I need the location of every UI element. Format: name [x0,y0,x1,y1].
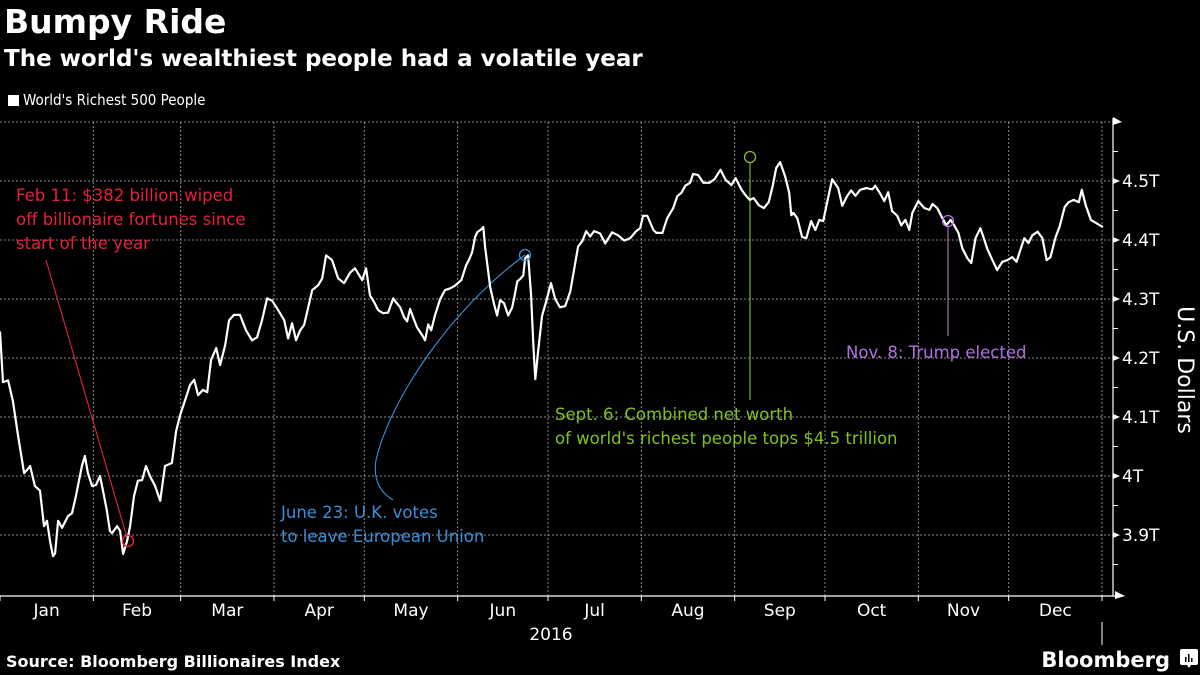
chart-subtitle: The world's wealthiest people had a vola… [4,46,643,72]
y-tick [1113,237,1120,243]
legend: World's Richest 500 People [8,91,205,109]
y-tick-label: 4T [1122,467,1144,487]
y-tick-label: 4.2T [1122,349,1160,369]
sept-annotation-text: of world's richest people tops $4.5 tril… [555,429,898,448]
y-tick-label: 4.4T [1122,231,1160,251]
x-tick-label: Jul [583,601,605,621]
y-tick-label: 4.1T [1122,408,1160,428]
x-tick-label: Apr [304,601,333,621]
x-tick-label: Oct [857,601,887,621]
feb-annotation-text: off billionaire fortunes since [16,210,246,229]
legend-label: World's Richest 500 People [23,91,206,109]
x-tick-label: Mar [211,601,243,621]
y-axis-arrow [1113,117,1122,125]
y-tick [1113,178,1120,184]
gridlines [0,121,1113,596]
june-annotation-leader [374,254,526,501]
x-axis-year-label: 2016 [529,625,572,645]
x-axis-arrow [1115,591,1125,599]
x-tick-label: Feb [122,601,152,621]
x-tick-label: Nov [947,601,980,621]
y-tick-label: 3.9T [1122,526,1160,546]
y-tick [1113,296,1120,302]
june-annotation-marker [518,248,532,262]
y-axis-title: U.S. Dollars [1172,306,1197,434]
x-tick-label: Aug [671,601,704,621]
june-annotation-text: to leave European Union [281,527,484,546]
y-tick-label: 4.3T [1122,290,1160,310]
brand-logo: Bloomberg [1041,648,1170,672]
x-tick-label: Dec [1039,601,1072,621]
y-tick [1113,473,1120,479]
x-tick-label: Jun [489,601,517,621]
x-tick-label: May [393,601,428,621]
nov-annotation-marker [941,214,955,228]
y-tick [1113,532,1120,538]
chart-title: Bumpy Ride [4,2,227,41]
y-tick-label: 4.5T [1122,172,1160,192]
sept-annotation-marker [743,150,757,164]
feb-annotation-text: Feb 11: $382 billion wiped [16,186,233,205]
bloomberg-terminal-icon [1180,649,1198,668]
series-line-richest-500 [0,161,1104,558]
source-note: Source: Bloomberg Billionaires Index [6,652,341,671]
june-annotation-text: June 23: U.K. votes [280,503,438,522]
nov-annotation-text: Nov. 8: Trump elected [846,343,1026,362]
feb-annotation-marker [121,534,135,548]
legend-swatch [8,94,19,106]
sept-annotation-text: Sept. 6: Combined net worth [555,405,793,424]
x-tick-label: Jan [33,601,60,621]
x-tick-label: Sep [764,601,796,621]
x-axis: Jan Feb Mar Apr May Jun Jul Aug Sep Oct Nov Dec [0,591,1125,621]
y-axis: 3.9T 4T 4.1T 4.2T 4.3T 4.4T 4.5T [1112,117,1160,596]
y-tick [1113,414,1120,420]
feb-annotation-leader [45,259,129,542]
feb-annotation-text: start of the year [16,234,150,253]
annotation-markers [121,150,955,548]
y-tick [1113,355,1120,361]
annotations: Feb 11: $382 billion wiped off billionair… [16,163,1026,546]
